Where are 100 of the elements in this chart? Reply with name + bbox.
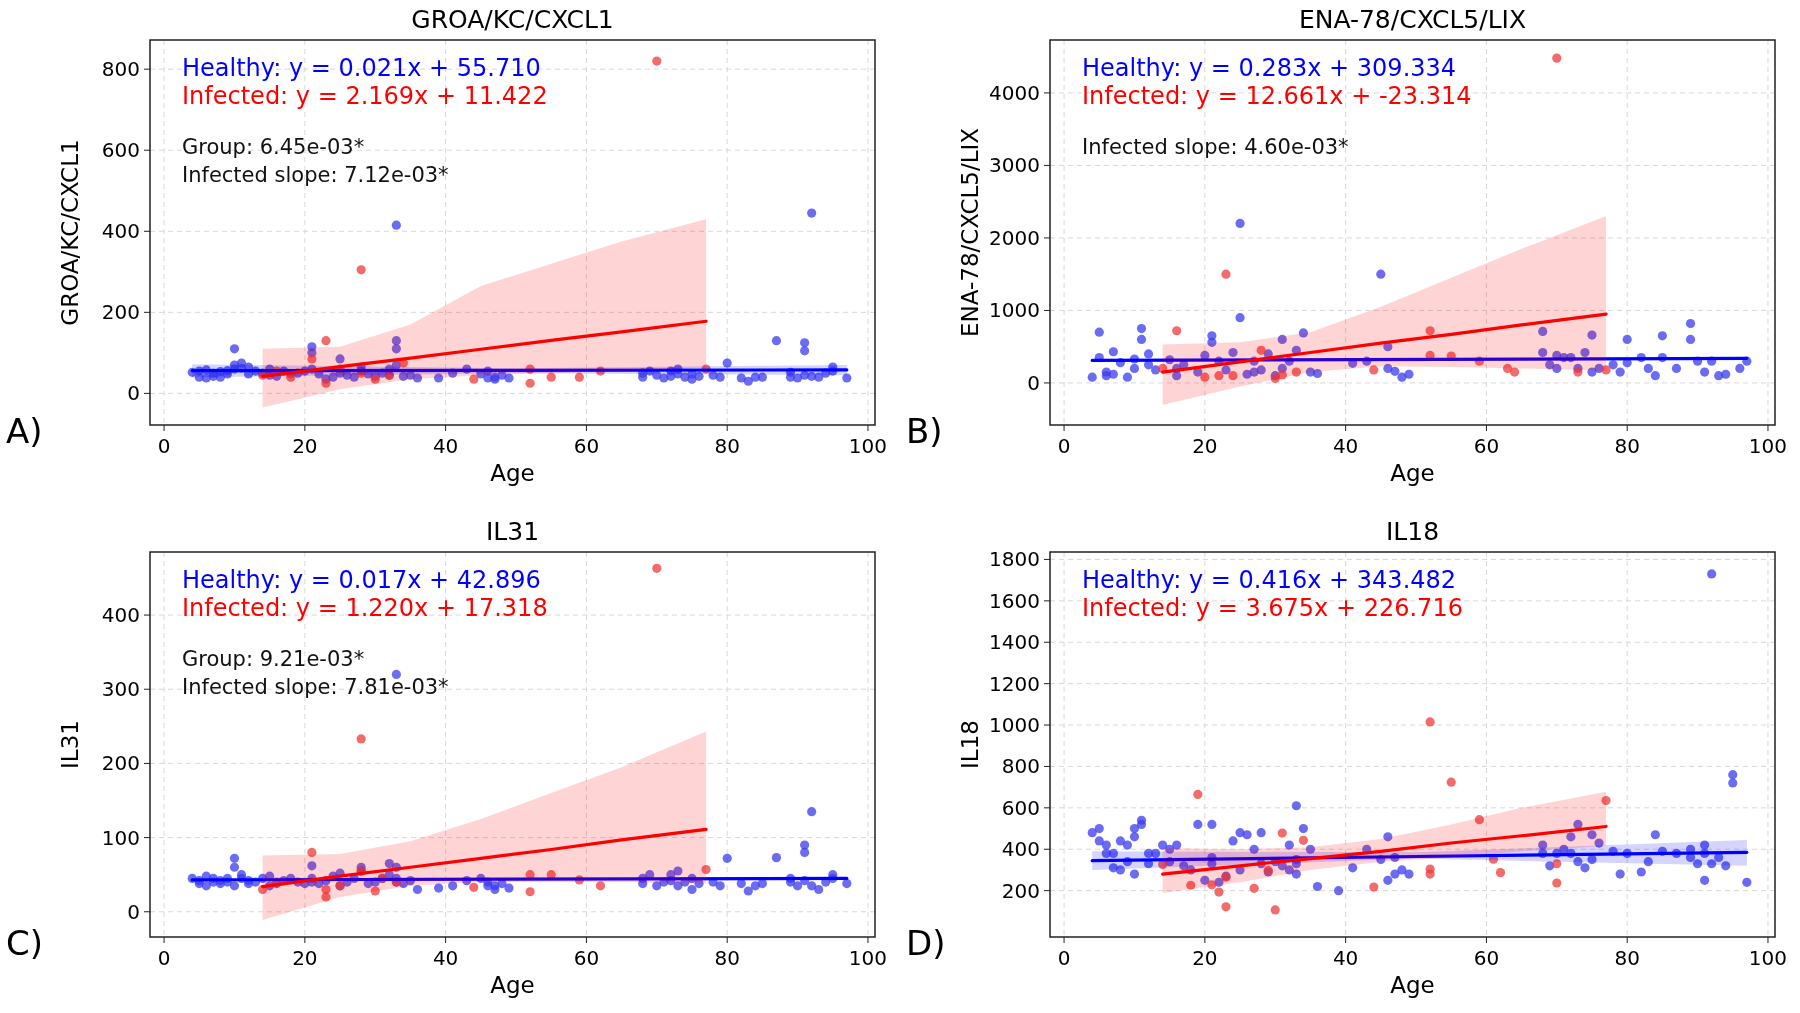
point — [525, 887, 535, 897]
annotation: Infected slope: 7.81e-03* — [182, 675, 449, 699]
chart-title: GROA/KC/CXCL1 — [411, 5, 614, 34]
annotation: Infected: y = 1.220x + 17.318 — [182, 594, 548, 622]
point — [1474, 815, 1484, 825]
x-tick-label: 20 — [1192, 434, 1218, 458]
x-tick-label: 80 — [1614, 946, 1640, 970]
point — [1369, 882, 1379, 892]
x-axis-title: Age — [490, 972, 535, 998]
x-axis-title: Age — [490, 460, 535, 486]
annotation: Healthy: y = 0.017x + 42.896 — [182, 566, 541, 594]
point — [370, 886, 380, 896]
point — [652, 56, 662, 66]
point — [1277, 828, 1287, 838]
y-tick-label: 100 — [101, 825, 140, 850]
point — [1214, 887, 1224, 897]
y-tick-label: 1200 — [989, 671, 1040, 696]
y-tick-label: 0 — [127, 899, 140, 924]
point — [1502, 363, 1513, 374]
x-tick-label: 100 — [848, 434, 888, 458]
point — [1200, 372, 1210, 382]
text: A) — [6, 411, 43, 451]
point — [1172, 326, 1182, 336]
point — [469, 374, 479, 384]
y-axis-title: IL31 — [57, 720, 83, 769]
text: C) — [6, 923, 44, 963]
point — [1270, 905, 1280, 915]
point — [595, 881, 606, 891]
y-tick-label: 3000 — [989, 153, 1040, 178]
x-axis-title: Age — [1390, 972, 1435, 998]
annotation: Healthy: y = 0.283x + 309.334 — [1082, 54, 1457, 82]
point — [1193, 789, 1203, 799]
y-tick-label: 200 — [101, 751, 140, 776]
point — [1601, 795, 1611, 806]
x-tick-label: 40 — [432, 946, 459, 970]
y-axis-title: ENA-78/CXCL5/LIX — [957, 127, 983, 338]
text: D) — [906, 923, 946, 963]
x-tick-label: 20 — [1192, 946, 1218, 970]
x-tick-label: 40 — [1332, 434, 1359, 458]
x-tick-label: 0 — [1057, 946, 1071, 970]
point — [321, 378, 331, 388]
annotation: Infected: y = 2.169x + 11.422 — [182, 82, 548, 110]
annotation: Infected: y = 3.675x + 226.716 — [1082, 594, 1463, 622]
y-tick-label: 0 — [1027, 370, 1040, 395]
y-tick-label: 1600 — [989, 588, 1040, 613]
y-tick-label: 300 — [101, 677, 140, 702]
point — [525, 378, 535, 388]
y-tick-label: 2000 — [989, 225, 1040, 250]
x-tick-label: 100 — [848, 946, 888, 970]
point — [356, 734, 366, 744]
point — [1277, 370, 1287, 380]
x-tick-label: 100 — [1748, 434, 1788, 458]
y-tick-label: 0 — [127, 381, 140, 406]
y-tick-label: 1800 — [989, 547, 1040, 572]
point — [1256, 345, 1266, 355]
point — [1369, 365, 1379, 375]
chart-title: ENA-78/CXCL5/LIX — [1298, 5, 1527, 34]
point — [307, 847, 317, 858]
annotation: Infected: y = 12.661x + -23.314 — [1082, 82, 1472, 110]
point — [1214, 371, 1224, 381]
point — [1221, 902, 1231, 912]
y-tick-label: 600 — [1001, 795, 1040, 820]
y-tick-label: 800 — [1001, 754, 1040, 779]
y-axis-title: GROA/KC/CXCL1 — [57, 139, 83, 326]
point — [321, 336, 331, 346]
point — [1221, 269, 1231, 279]
y-tick-label: 400 — [101, 219, 140, 244]
y-tick-label: 1400 — [989, 630, 1040, 655]
point — [307, 354, 317, 364]
chart-title: IL31 — [485, 517, 540, 546]
y-tick-label: 200 — [101, 300, 140, 325]
point — [652, 563, 662, 573]
x-tick-label: 100 — [1748, 946, 1788, 970]
point — [1228, 371, 1238, 381]
point — [546, 372, 556, 382]
y-tick-label: 600 — [101, 138, 140, 163]
x-tick-label: 0 — [157, 434, 171, 458]
x-axis-title: Age — [1390, 460, 1435, 486]
annotation: Healthy: y = 0.021x + 55.710 — [182, 54, 541, 82]
y-tick-label: 1000 — [989, 298, 1040, 323]
point — [1446, 777, 1456, 787]
y-axis-title: IL18 — [957, 720, 983, 769]
point — [574, 372, 584, 382]
annotation: Healthy: y = 0.416x + 343.482 — [1082, 566, 1457, 594]
x-tick-label: 80 — [714, 946, 740, 970]
point — [1552, 53, 1562, 63]
point — [1207, 880, 1217, 890]
annotation: Infected slope: 4.60e-03* — [1082, 135, 1349, 159]
annotation: Group: 9.21e-03* — [182, 647, 365, 671]
point — [1425, 326, 1435, 336]
line-series — [1161, 824, 1608, 876]
y-tick-label: 4000 — [989, 80, 1040, 105]
x-tick-label: 60 — [1473, 946, 1500, 970]
y-tick-label: 400 — [101, 603, 140, 628]
point — [1552, 859, 1562, 869]
x-tick-label: 60 — [573, 434, 600, 458]
point — [1249, 883, 1259, 893]
point — [1425, 717, 1435, 727]
point — [1552, 878, 1562, 888]
point — [1509, 367, 1520, 377]
